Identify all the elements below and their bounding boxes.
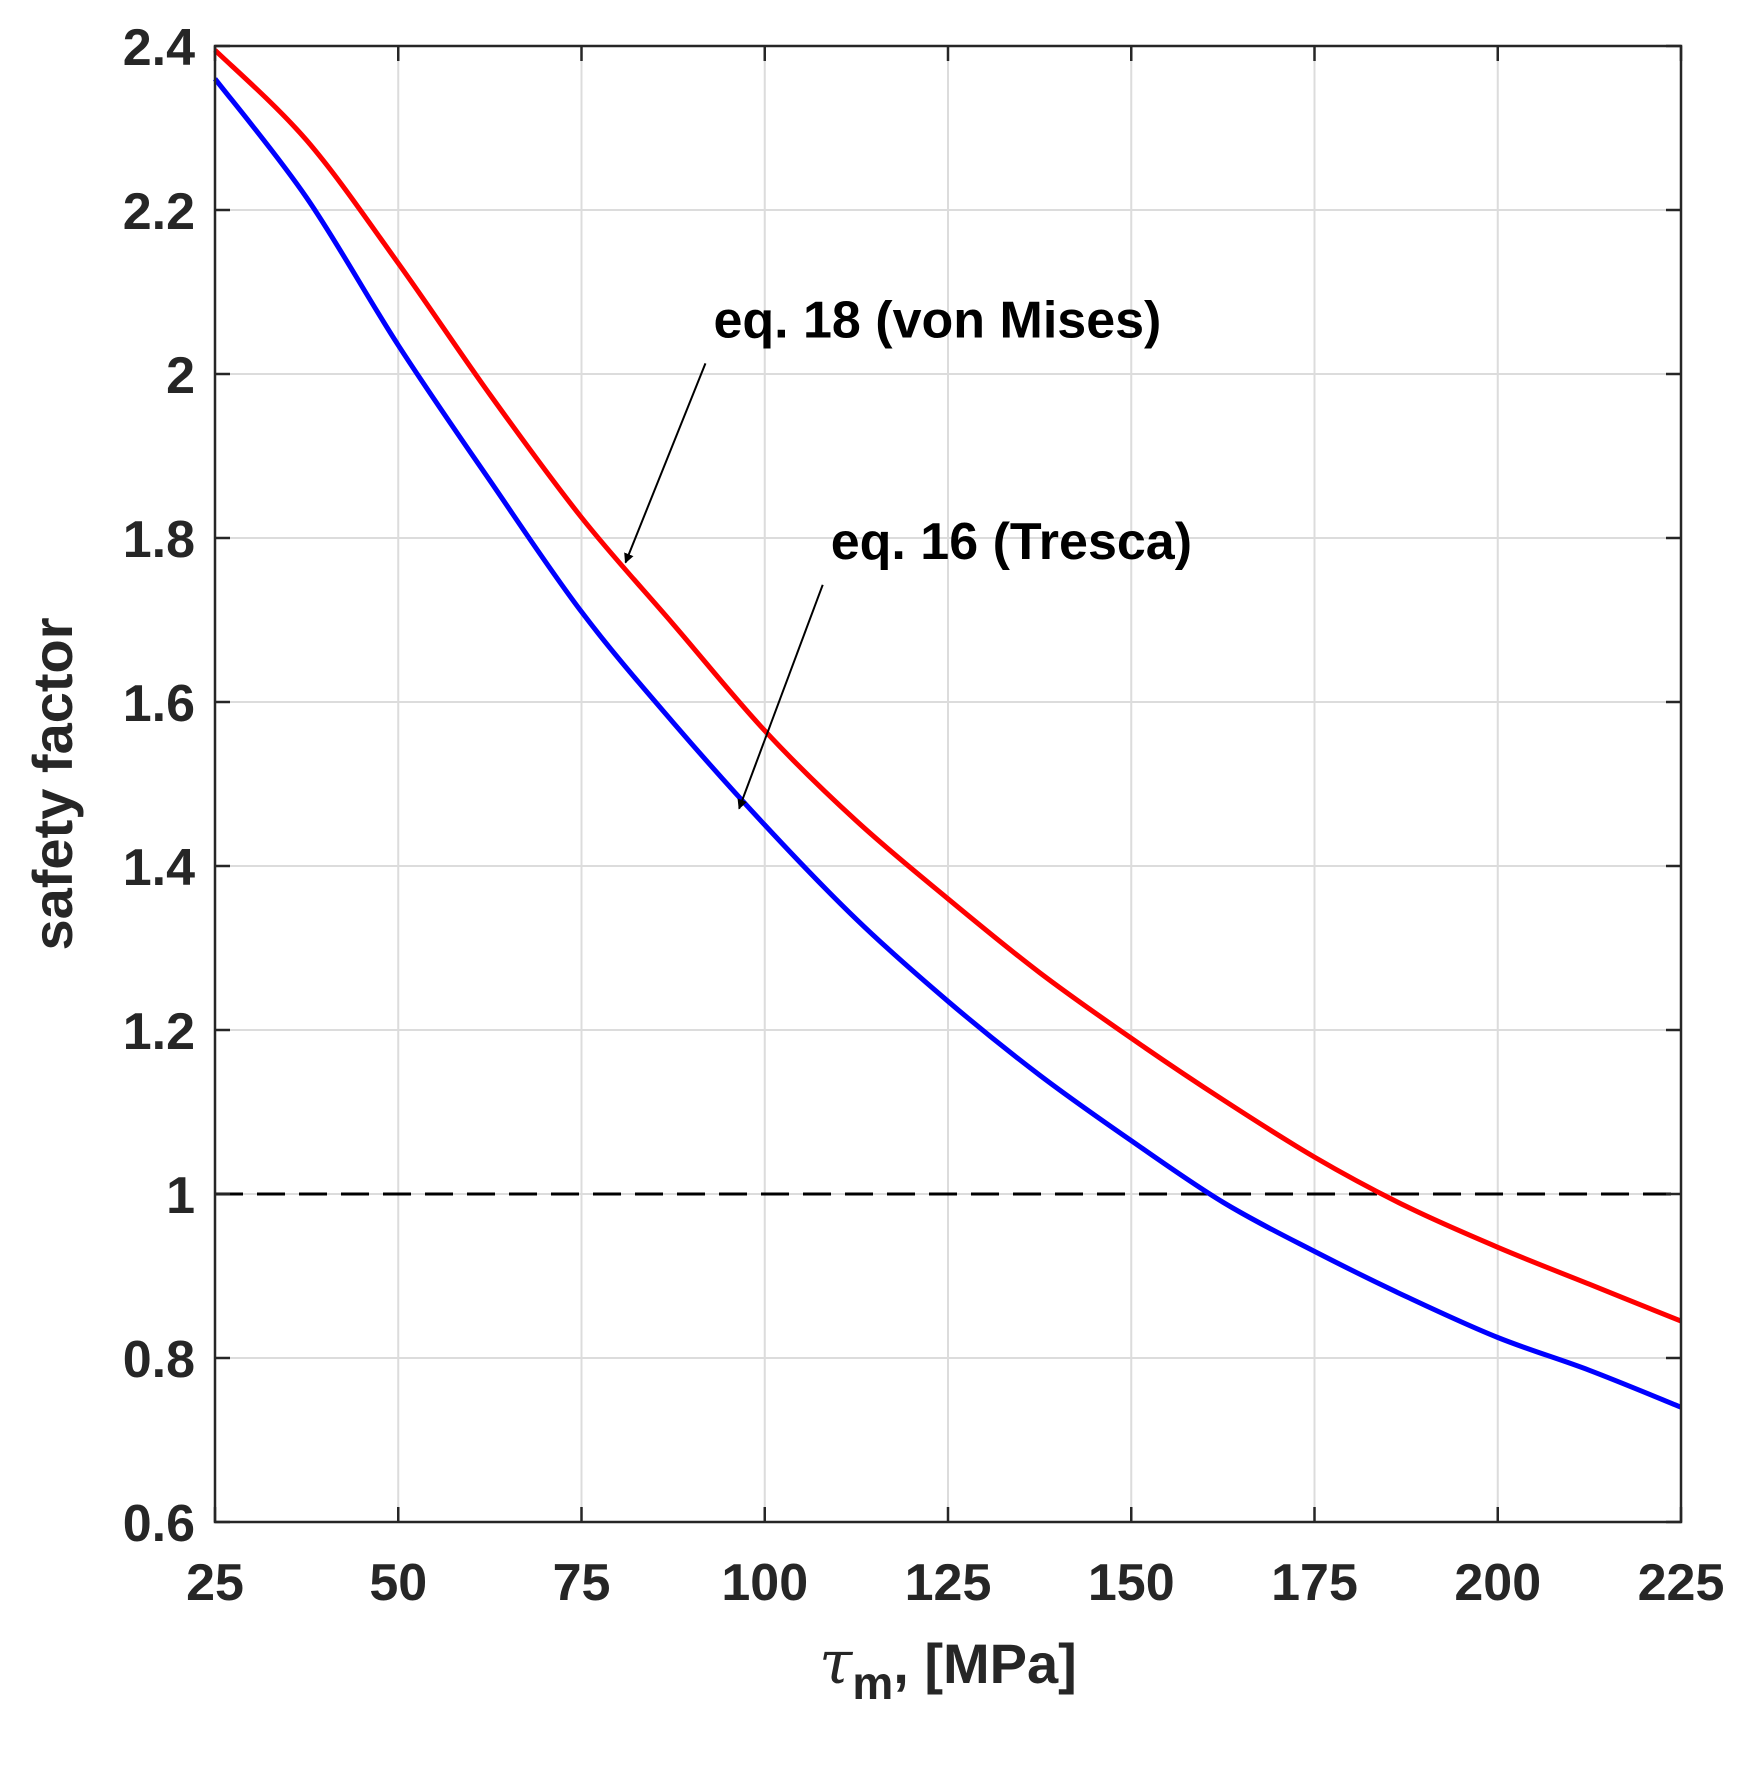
x-tick-label: 25 <box>186 1554 244 1612</box>
x-tick-label: 225 <box>1638 1554 1725 1612</box>
x-tick-label: 175 <box>1271 1554 1358 1612</box>
x-tick-label: 75 <box>553 1554 611 1612</box>
annotations: eq. 18 (von Mises) eq. 16 (Tresca) <box>624 291 1192 810</box>
y-tick-label: 1.4 <box>123 839 195 897</box>
annotation-arrow <box>624 363 707 564</box>
y-tick-label: 2.4 <box>123 19 195 77</box>
x-tick-labels: 25 50 75 100 125 150 175 200 225 <box>186 1554 1724 1612</box>
y-axis-label: safety factor <box>21 617 84 950</box>
series-group <box>213 48 1682 1410</box>
y-tick-label: 1.2 <box>123 1003 195 1061</box>
y-tick-label: 1 <box>166 1167 195 1225</box>
x-axis-label: τm, [MPa] <box>819 1628 1077 1709</box>
x-tick-label: 50 <box>369 1554 427 1612</box>
x-tick-label: 150 <box>1088 1554 1175 1612</box>
annotation-label: eq. 16 (Tresca) <box>831 513 1192 571</box>
x-tick-label: 100 <box>721 1554 808 1612</box>
y-tick-label: 0.6 <box>123 1495 195 1553</box>
x-tick-label: 125 <box>905 1554 992 1612</box>
x-tick-label: 200 <box>1454 1554 1541 1612</box>
x-axis-label-subscript: m <box>852 1657 893 1709</box>
tick-marks <box>213 44 1683 1524</box>
x-axis-label-symbol: τ <box>819 1628 853 1698</box>
series-line-tresca <box>213 77 1682 1410</box>
x-axis-label-unit: , [MPa] <box>893 1632 1077 1695</box>
series-line-von-mises <box>213 48 1682 1324</box>
y-tick-label: 0.8 <box>123 1331 195 1389</box>
y-tick-label: 1.8 <box>123 511 195 569</box>
y-tick-label: 2.2 <box>123 183 195 241</box>
annotation-label: eq. 18 (von Mises) <box>713 291 1161 349</box>
annotation-arrow <box>737 584 824 810</box>
y-tick-label: 1.6 <box>123 675 195 733</box>
y-tick-label: 2 <box>166 347 195 405</box>
y-tick-labels: 0.6 0.8 1 1.2 1.4 1.6 1.8 2 2.2 2.4 <box>123 19 195 1553</box>
